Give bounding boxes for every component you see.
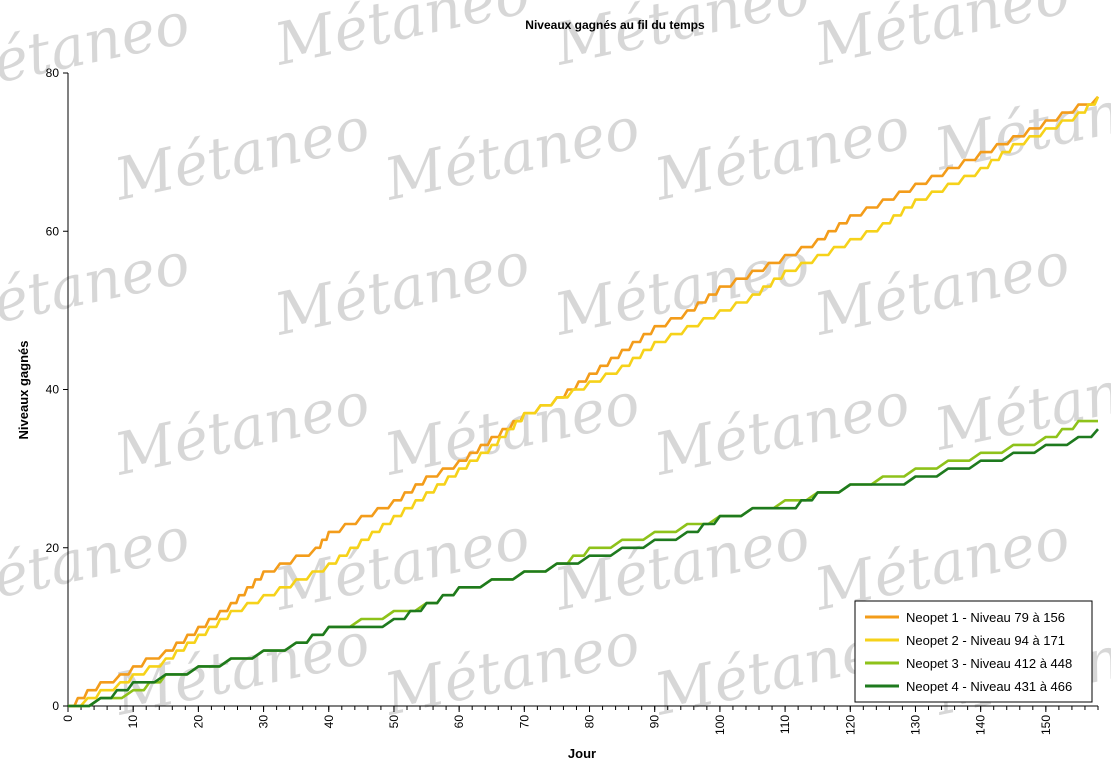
x-tick-label: 110 bbox=[778, 715, 792, 734]
x-tick-label: 50 bbox=[387, 715, 401, 729]
x-tick-label: 140 bbox=[974, 715, 988, 735]
watermark-text: Métaneo bbox=[808, 228, 1076, 348]
y-tick-label: 80 bbox=[46, 66, 60, 80]
series-line-2 bbox=[68, 96, 1100, 708]
watermark-text: Métaneo bbox=[378, 608, 646, 728]
series-line-4 bbox=[68, 428, 1099, 708]
y-tick-label: 20 bbox=[46, 541, 60, 555]
x-tick-label: 60 bbox=[452, 715, 466, 729]
watermark-text: Métaneo bbox=[268, 503, 536, 623]
x-tick-label: 40 bbox=[322, 715, 336, 729]
x-tick-label: 0 bbox=[61, 715, 75, 722]
legend-label-2: Neopet 2 - Niveau 94 à 171 bbox=[906, 633, 1065, 648]
watermark-text: Métaneo bbox=[548, 503, 816, 623]
watermark-text: Métaneo bbox=[378, 93, 646, 213]
chart-title: Niveaux gagnés au fil du temps bbox=[525, 18, 705, 32]
legend-label-1: Neopet 1 - Niveau 79 à 156 bbox=[906, 610, 1065, 625]
y-tick-label: 60 bbox=[46, 224, 60, 238]
y-tick-label: 0 bbox=[52, 699, 59, 713]
watermark-text: Métaneo bbox=[548, 0, 816, 79]
x-tick-label: 70 bbox=[517, 715, 531, 729]
y-axis-title: Niveaux gagnés bbox=[16, 341, 31, 440]
watermark-text: Métaneo bbox=[268, 228, 536, 348]
watermark-text: Métaneo bbox=[648, 93, 916, 213]
plot-area: 0 20 40 60 80 0 10 20 30 40 50 60 70 80 90 100 110 120 130… bbox=[46, 66, 1100, 735]
watermark-text: Métaneo bbox=[108, 368, 376, 488]
legend-label-4: Neopet 4 - Niveau 431 à 466 bbox=[906, 679, 1072, 694]
legend-label-3: Neopet 3 - Niveau 412 à 448 bbox=[906, 656, 1072, 671]
watermark-text: Métaneo bbox=[548, 228, 816, 348]
x-tick-label: 20 bbox=[191, 715, 205, 729]
watermark-text: Métaneo bbox=[928, 63, 1111, 183]
watermark-text: Métaneo bbox=[648, 368, 916, 488]
watermark-text: Métaneo bbox=[808, 0, 1076, 79]
x-tick-label: 80 bbox=[583, 715, 597, 729]
watermark-text: Métaneo bbox=[268, 0, 536, 79]
x-tick-label: 90 bbox=[648, 715, 662, 729]
x-tick-label: 10 bbox=[126, 715, 140, 729]
legend: Neopet 1 - Niveau 79 à 156 Neopet 2 - Niv… bbox=[854, 600, 1093, 703]
x-tick-label: 100 bbox=[713, 715, 727, 735]
x-axis-title: Jour bbox=[568, 746, 596, 761]
x-tick-label: 150 bbox=[1039, 715, 1053, 735]
y-tick-label: 40 bbox=[46, 383, 60, 397]
watermark-text: Métaneo bbox=[0, 0, 195, 109]
x-tick-label: 130 bbox=[908, 715, 922, 735]
x-tick-label: 120 bbox=[843, 715, 857, 735]
x-tick-label: 30 bbox=[257, 715, 271, 729]
watermark-text: Métaneo bbox=[0, 228, 195, 348]
watermark-text: Métaneo bbox=[0, 503, 195, 623]
watermark-text: Métaneo bbox=[108, 93, 376, 213]
